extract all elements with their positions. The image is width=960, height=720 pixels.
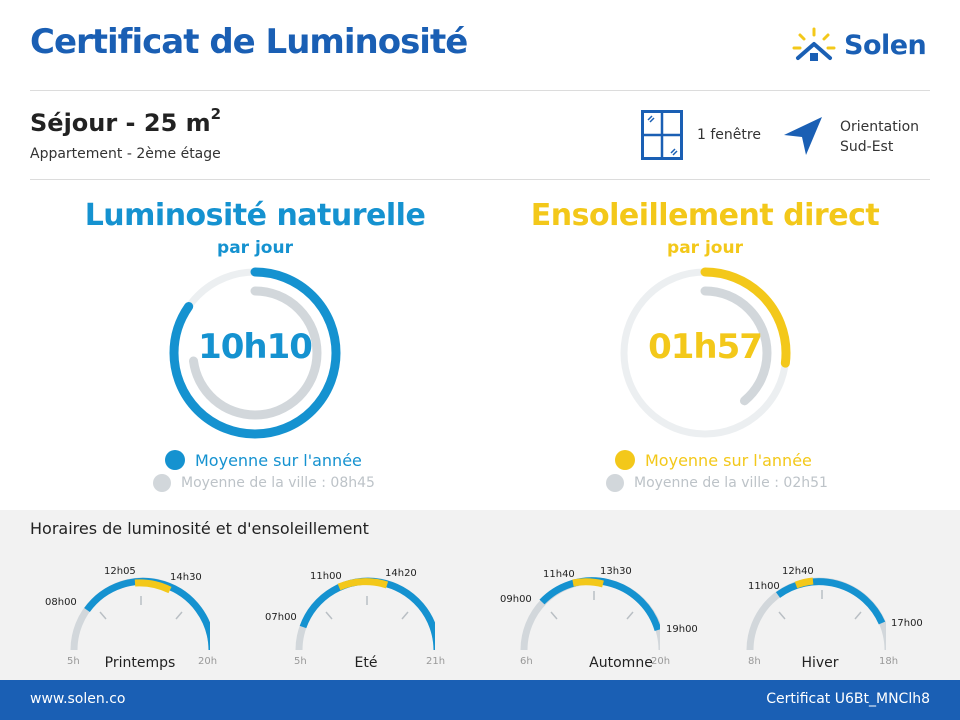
gauge-light-from: 09h00 — [500, 594, 532, 605]
gauge-light-from: 08h00 — [45, 597, 77, 608]
gauge-season-name: Hiver — [801, 655, 839, 671]
brand-name: Solen — [844, 30, 927, 61]
schedule-title: Horaires de luminosité et d'ensoleilleme… — [30, 519, 369, 538]
direct-sun-city-legend: Moyenne de la ville : 02h51 — [606, 474, 828, 492]
sun-house-icon — [792, 27, 836, 61]
footer: www.solen.co Certificat U6Bt_MNClh8 — [0, 680, 960, 720]
room-subtitle: Appartement - 2ème étage — [30, 146, 221, 162]
schedule-panel — [0, 510, 960, 680]
gauge-start: 8h — [748, 656, 761, 667]
window-icon — [641, 110, 683, 160]
gauge-printemps: 08h00 12h05 14h30 5h 20h Printemps — [40, 560, 217, 675]
orientation-label: Orientation Sud-Est — [840, 119, 920, 155]
footer-certificate-id: Certificat U6Bt_MNClh8 — [766, 691, 930, 707]
gauge-light-from: 07h00 — [265, 612, 297, 623]
gauge-sun-from: 11h00 — [310, 571, 342, 582]
divider — [30, 90, 930, 91]
natural-light-subtitle: par jour — [217, 238, 293, 258]
direct-sun-donut: 01h57 — [615, 263, 795, 443]
solen-logo[interactable]: Solen — [790, 22, 940, 72]
legend-dot-icon — [606, 474, 624, 492]
gauge-sun-from: 11h40 — [543, 569, 575, 580]
gauge-sun-from: 12h40 — [782, 566, 814, 577]
windows-count: 1 fenêtre — [697, 127, 761, 143]
gauge-automne: 09h00 11h40 13h30 19h00 6h 20h Automne — [490, 560, 698, 675]
gauge-ete: 07h00 11h00 14h20 5h 21h Eté — [265, 560, 445, 675]
gauge-season-name: Printemps — [104, 655, 176, 671]
gauge-season-name: Eté — [354, 655, 378, 671]
gauge-light-to: 17h00 — [891, 618, 923, 629]
room-title: Séjour - 25 m2 — [30, 105, 222, 137]
gauge-light-to: 19h00 — [666, 624, 698, 635]
gauge-end: 20h — [651, 656, 671, 667]
natural-light-legend: Moyenne sur l'année — [165, 450, 362, 470]
direct-sun-title: Ensoleillement direct — [530, 198, 880, 233]
direct-sun-value: 01h57 — [648, 327, 763, 367]
page-title: Certificat de Luminosité — [30, 22, 468, 62]
area-exponent: 2 — [210, 105, 222, 123]
natural-light-value-arc — [169, 267, 341, 439]
gauge-sun-from: 12h05 — [104, 566, 136, 577]
gauge-end: 21h — [426, 656, 446, 667]
direct-sun-value-arc — [619, 267, 791, 439]
gauge-start: 6h — [520, 656, 533, 667]
gauge-sun-to: 14h20 — [385, 568, 417, 579]
direct-sun-city-arc — [638, 286, 772, 420]
natural-light-value: 10h10 — [198, 327, 313, 367]
legend-dot-icon — [153, 474, 171, 492]
natural-light-city-arc — [188, 286, 322, 420]
gauge-light-from: 11h00 — [748, 581, 780, 592]
direct-sun-legend: Moyenne sur l'année — [615, 450, 812, 470]
gauge-hiver: 11h00 12h40 17h00 8h 18h Hiver — [716, 560, 923, 675]
gauge-end: 18h — [879, 656, 899, 667]
gauge-sun-to: 13h30 — [600, 566, 632, 577]
natural-light-city-legend: Moyenne de la ville : 08h45 — [153, 474, 375, 492]
gauge-start: 5h — [67, 656, 80, 667]
gauge-start: 5h — [294, 656, 307, 667]
divider — [30, 179, 930, 180]
direct-sun-subtitle: par jour — [667, 238, 743, 258]
gauge-season-name: Automne — [589, 655, 653, 671]
natural-light-donut: 10h10 — [165, 263, 345, 443]
legend-dot-icon — [165, 450, 185, 470]
gauge-end: 20h — [198, 656, 218, 667]
legend-dot-icon — [615, 450, 635, 470]
natural-light-title: Luminosité naturelle — [84, 198, 426, 233]
orientation-arrow-icon — [784, 117, 822, 155]
gauge-sun-to: 14h30 — [170, 572, 202, 583]
footer-website-link[interactable]: www.solen.co — [30, 691, 126, 707]
